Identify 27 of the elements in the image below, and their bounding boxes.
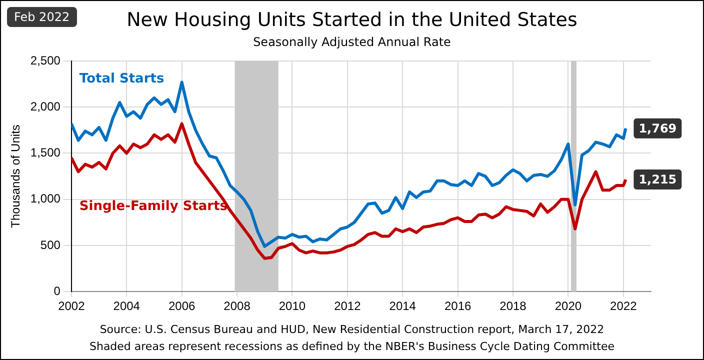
x-tick-label: 2006 (168, 299, 196, 314)
x-tick-label: 2022 (610, 299, 638, 314)
y-tick-label: 500 (40, 238, 61, 252)
text: Feb 2022 (7, 7, 77, 27)
x-tick-label: 2010 (278, 299, 306, 314)
x-tick-label: 2002 (58, 299, 86, 314)
x-tick-label: 2012 (334, 299, 362, 314)
x-tick-label: 2014 (389, 299, 416, 314)
x-tick-label: 2004 (113, 299, 140, 314)
source-note: Source: U.S. Census Bureau and HUD, New Residential Construction report, March 17, 2022 (98, 323, 606, 336)
text: Shaded areas represent recessions as defined by the NBER's Business Cycle Dating Committee (88, 340, 616, 353)
data-label: 1,769 (638, 122, 677, 136)
y-tick-label: 2,500 (30, 53, 61, 68)
y-tick-label: 0 (54, 284, 61, 298)
x-tick-label: 2016 (444, 299, 472, 314)
x-tick-label: 2020 (554, 299, 582, 314)
series-label: Single-Family Starts (79, 198, 228, 214)
y-tick-label: 1,500 (30, 146, 61, 160)
chart-title: New Housing Units Started in the United States (126, 9, 578, 31)
x-tick-label: 2018 (500, 299, 527, 314)
chart-subtitle: Seasonally Adjusted Annual Rate (252, 35, 452, 49)
data-label: 1,215 (638, 172, 677, 187)
x-tick-label: 2008 (224, 299, 251, 314)
series-label: Total Starts (79, 71, 164, 86)
y-tick-label: 1,000 (30, 192, 61, 206)
y-tick-label: 2,000 (30, 99, 61, 114)
y-axis-title: Thousands of Units (8, 124, 23, 228)
